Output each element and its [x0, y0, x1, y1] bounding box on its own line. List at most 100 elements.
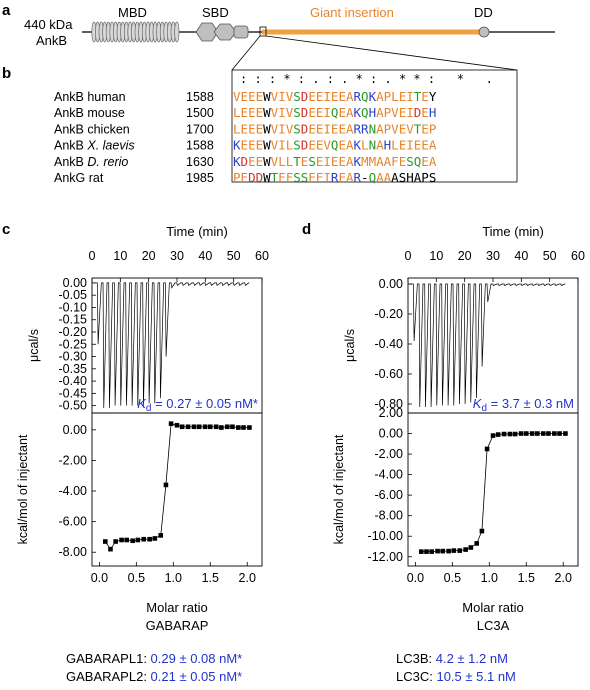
isotherm-y-tick-label: -10.00 [368, 529, 403, 543]
start-position: 1500 [186, 106, 214, 120]
data-point [141, 536, 147, 542]
molar-ratio-tick-label: 2.0 [555, 571, 572, 585]
data-point [202, 424, 208, 430]
data-point [168, 421, 174, 427]
itc-panel-lc3a: Time (min) 0 10 20 30 40 50 60 0.00 -0.20 -0.40 -0.… [332, 224, 585, 684]
thermogram-y-tick-label: 0.00 [379, 277, 403, 291]
time-tick-label: 20 [142, 249, 156, 263]
data-point [523, 431, 529, 436]
data-point [119, 537, 124, 543]
thermogram-y-label: μcal/s [27, 329, 41, 362]
mbd-repeat [174, 21, 180, 43]
protein-name-label: AnkB [36, 33, 67, 48]
data-point [540, 431, 546, 436]
data-point [419, 549, 424, 554]
panel-label-d: d [302, 221, 311, 238]
species-label: AnkB mouse [54, 106, 125, 120]
alignment-rows: AnkB human 1588 VEEEWVIVSDEEIEEARQKAPLEITE… [54, 89, 437, 185]
zoom-line-left [231, 35, 261, 71]
data-point [518, 431, 524, 436]
isotherm-y-tick-label: -2.00 [375, 447, 404, 461]
thermogram-y-tick-label: -0.35 [59, 362, 88, 376]
thermogram-y-tick-label: -0.40 [59, 374, 88, 388]
isotherm-y-tick-label: 2.00 [379, 406, 403, 420]
data-point [463, 547, 468, 552]
isotherm-y-tick-label: -4.00 [59, 484, 88, 498]
data-point [158, 533, 164, 538]
data-point [546, 431, 551, 436]
thermogram-y-tick-label: -0.10 [59, 300, 88, 314]
isotherm-y-tick-label: -2.00 [59, 453, 88, 467]
fit-curve [421, 433, 566, 553]
isotherm-y-tick-label: -4.00 [375, 468, 404, 482]
start-position: 1588 [186, 139, 214, 153]
molar-ratio-tick-label: 1.5 [518, 571, 535, 585]
isotherm-y-tick-label: 0.00 [379, 427, 403, 441]
time-tick-label: 40 [514, 249, 528, 263]
zoom-line-right [265, 35, 518, 71]
time-tick-label: 20 [458, 249, 472, 263]
data-point [130, 538, 135, 544]
data-point [457, 548, 463, 553]
molar-ratio-tick-label: 0.5 [128, 571, 145, 585]
data-point [501, 431, 507, 437]
giant-insertion-label: Giant insertion [310, 5, 394, 20]
data-point [247, 425, 252, 430]
time-tick-label: 50 [227, 249, 241, 263]
time-axis-title: Time (min) [482, 224, 544, 239]
footer-kd: GABARAPL2: 0.21 ± 0.05 nM* [66, 669, 242, 684]
footer-kd: LC3B: 4.2 ± 1.2 nM [396, 651, 508, 666]
start-position: 1588 [186, 90, 214, 104]
panel-label-c: c [2, 221, 10, 238]
kd-label: Kd = 3.7 ± 0.3 nM [473, 396, 574, 414]
thermogram-y-tick-label: 0.00 [63, 276, 87, 290]
isotherm-y-tick-label: 0.00 [63, 423, 87, 437]
data-point [446, 548, 451, 554]
data-point [236, 425, 241, 430]
molar-ratio-tick-label: 0.0 [91, 571, 108, 585]
time-tick-label: 40 [198, 249, 212, 263]
data-point [185, 424, 191, 430]
data-point [135, 537, 141, 543]
data-point [468, 545, 474, 550]
thermogram-y-tick-label: -0.40 [375, 337, 404, 351]
data-point [490, 433, 496, 438]
data-point [552, 431, 557, 436]
molar-ratio-tick-label: 0.0 [407, 571, 424, 585]
panel-label-b: b [2, 65, 11, 82]
molar-ratio-tick-label: 1.0 [165, 571, 182, 585]
kd-label: Kd = 0.27 ± 0.05 nM* [137, 396, 258, 414]
data-point [191, 424, 197, 430]
time-tick-label: 50 [543, 249, 557, 263]
data-point [163, 482, 169, 488]
data-point [196, 424, 202, 430]
mbd-label: MBD [118, 5, 147, 20]
isotherm-y-label: kcal/mol of injectant [332, 434, 346, 544]
panel-label-a: a [2, 2, 11, 19]
molar-ratio-tick-label: 2.0 [239, 571, 256, 585]
protein-label: LC3A [477, 618, 510, 633]
sequence: VEEEWVIVSDEEIEEARQKAPLEITEY [233, 89, 437, 104]
domain-architecture: MBD SBD Giant insertion DD [82, 5, 555, 71]
start-position: 1630 [186, 155, 214, 169]
data-point [207, 424, 213, 430]
data-point [512, 431, 518, 437]
time-tick-label: 0 [89, 249, 96, 263]
thermogram-y-tick-label: -0.60 [375, 367, 404, 381]
data-point [451, 548, 457, 553]
species-label: AnkB X. laevis [54, 139, 135, 153]
protein-size-label: 440 kDa [24, 17, 73, 32]
time-tick-label: 10 [113, 249, 127, 263]
data-point [474, 541, 480, 546]
time-tick-label: 0 [405, 249, 412, 263]
start-position: 1985 [186, 171, 214, 185]
footer-kd: LC3C: 10.5 ± 5.1 nM [396, 669, 516, 684]
sequence: LEEEWVIVSDEEIEEARRNAPVEVTEP [233, 121, 436, 136]
time-tick-label: 30 [170, 249, 184, 263]
species-label: AnkB human [54, 90, 126, 104]
isotherm-y-tick-label: -6.00 [59, 515, 88, 529]
species-label: AnkG rat [54, 171, 104, 185]
isotherm-frame [91, 412, 263, 567]
thermogram-y-tick-label: -0.50 [59, 399, 88, 413]
